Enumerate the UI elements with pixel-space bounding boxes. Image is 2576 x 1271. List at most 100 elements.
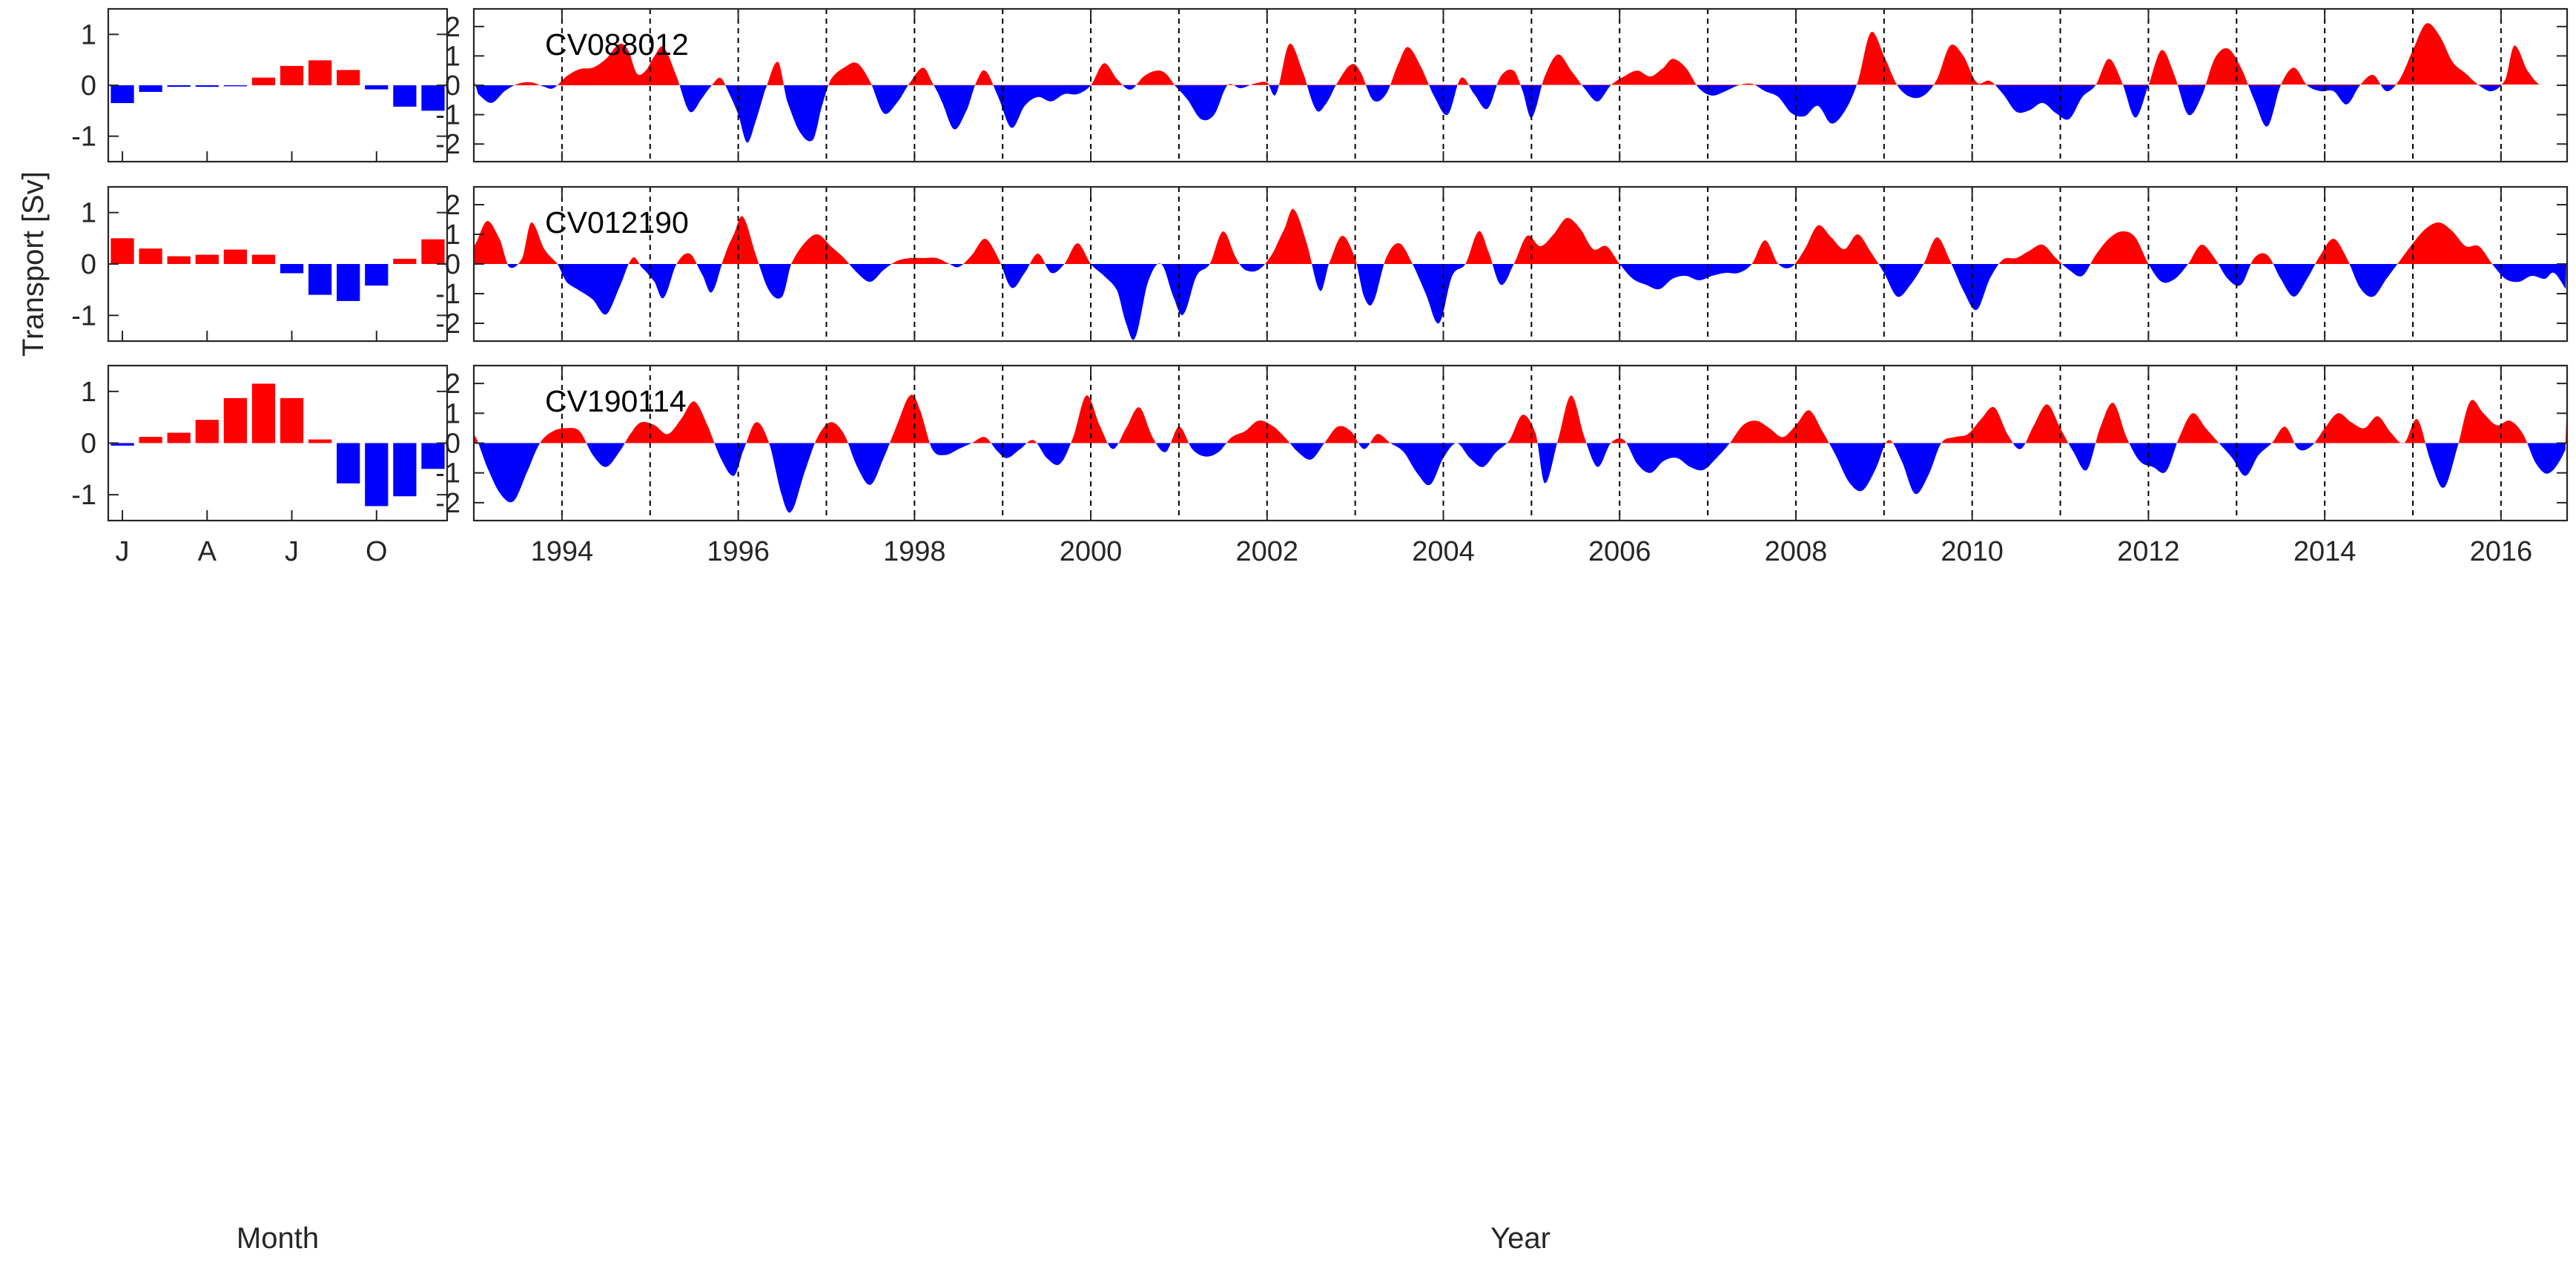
series-panel-row-2: 2 1 0 -1 -2 CV012190	[435, 185, 2569, 343]
negative-transport-area	[474, 85, 2502, 143]
month-bar	[308, 60, 332, 85]
seasonal-bars-1	[110, 60, 445, 111]
year-tick-label: 2016	[2470, 536, 2533, 567]
month-bar	[280, 397, 304, 443]
positive-transport-area	[474, 23, 2540, 85]
seasonal-panel-row-2: 1 0 -1	[71, 185, 449, 343]
month-bar	[421, 85, 445, 111]
seasonal-y-ticks-2: 1 0 -1	[71, 198, 96, 332]
month-tick-label: O	[366, 536, 388, 567]
y-tick-label: 0	[81, 429, 96, 460]
month-bar	[251, 254, 276, 264]
month-bar	[365, 443, 389, 506]
month-bar	[280, 65, 304, 85]
month-bar	[251, 77, 276, 85]
year-tick-label: 2004	[1412, 536, 1475, 567]
year-tick-label: 1996	[707, 536, 770, 567]
month-axis-title: Month	[237, 1222, 319, 1255]
y-tick-label: 2	[445, 369, 460, 400]
year-tick-label: 2006	[1588, 536, 1651, 567]
seasonal-y-ticks-3: 1 0 -1	[71, 377, 96, 511]
seasonal-y-ticks-1: 1 0 -1	[71, 19, 96, 152]
seasonal-axes-frame-3	[107, 364, 449, 522]
month-bar	[167, 256, 191, 264]
seasonal-panel-row-1: 1 0 -1	[71, 7, 449, 163]
month-bar	[393, 443, 417, 497]
year-tick-label: 1994	[531, 536, 594, 567]
series-area-3	[474, 394, 2567, 513]
month-bar	[223, 249, 247, 264]
month-bar	[280, 264, 304, 274]
y-tick-label: 0	[445, 249, 460, 280]
series-y-ticks-3: 2 1 0 -1 -2	[435, 369, 460, 519]
y-tick-label: -1	[435, 458, 460, 489]
series-y-ticks-2: 2 1 0 -1 -2	[435, 190, 460, 340]
y-axis-title: Transport [Sv]	[17, 171, 50, 357]
month-bar	[365, 85, 389, 90]
month-bar	[139, 85, 162, 92]
month-ticks: J A J O	[116, 536, 388, 567]
month-bar	[167, 85, 191, 88]
month-bar	[251, 383, 276, 443]
y-tick-label: 1	[445, 219, 460, 251]
year-gridlines-2	[561, 187, 2502, 341]
series-axes-frame-2	[472, 185, 2569, 343]
month-bar	[308, 439, 332, 443]
year-gridlines-3	[561, 366, 2502, 521]
month-bar	[223, 397, 247, 443]
station-label-3: CV190114	[545, 384, 687, 418]
positive-transport-area	[474, 394, 2567, 443]
year-axis-title: Year	[1490, 1222, 1550, 1255]
seasonal-bars-2	[110, 238, 445, 301]
month-tick-label: J	[285, 536, 299, 567]
month-bar	[195, 254, 219, 264]
y-tick-label: -2	[435, 129, 460, 160]
negative-transport-area	[474, 264, 2567, 340]
y-tick-label: 2	[445, 190, 460, 221]
series-y-ticks-1: 2 1 0 -1 -2	[435, 12, 460, 160]
station-label-2: CV012190	[545, 205, 689, 240]
year-ticks: 1994 1996 1998 2000 2002 2004 2006 2008 …	[531, 536, 2533, 567]
year-tick-label: 2014	[2293, 536, 2357, 567]
y-tick-label: 1	[81, 198, 96, 229]
month-bar	[393, 259, 417, 264]
month-bar	[110, 443, 134, 446]
y-tick-label: 0	[445, 429, 460, 460]
y-tick-label: 1	[81, 19, 96, 50]
month-bar	[393, 85, 417, 107]
year-tick-label: 2002	[1235, 536, 1298, 567]
series-area-1	[474, 23, 2540, 143]
y-tick-label: 1	[445, 41, 460, 72]
y-tick-label: 1	[445, 398, 460, 429]
month-bar	[110, 238, 134, 264]
seasonal-axes-frame-1	[107, 7, 449, 163]
y-tick-label: -2	[435, 308, 460, 340]
y-tick-label: -1	[435, 100, 460, 131]
month-bar	[167, 432, 191, 443]
y-tick-label: -1	[435, 279, 460, 310]
month-bar	[223, 85, 247, 87]
series-panel-row-1: 2 1 0 -1 -2 CV088012	[435, 7, 2569, 163]
y-tick-label: -1	[71, 480, 96, 511]
month-bar	[421, 443, 445, 469]
month-bar	[421, 239, 445, 264]
series-axes-frame-3	[472, 364, 2569, 522]
year-tick-label: 1998	[883, 536, 946, 567]
year-tick-label: 2008	[1765, 536, 1828, 567]
month-bar	[139, 248, 162, 264]
year-tick-label: 2010	[1941, 536, 2004, 567]
month-tick-label: J	[116, 536, 130, 567]
series-axes-frame-1	[472, 7, 2569, 163]
y-tick-label: -1	[71, 122, 96, 153]
month-bar	[308, 264, 332, 295]
y-tick-label: 0	[445, 70, 460, 102]
y-tick-label: 0	[81, 70, 96, 102]
seasonal-bars-3	[110, 383, 445, 506]
month-bar	[195, 420, 219, 443]
positive-transport-area	[474, 208, 2567, 264]
month-bar	[110, 85, 134, 104]
month-tick-label: A	[198, 536, 217, 567]
year-tick-label: 2000	[1060, 536, 1123, 567]
month-bar	[337, 443, 360, 483]
